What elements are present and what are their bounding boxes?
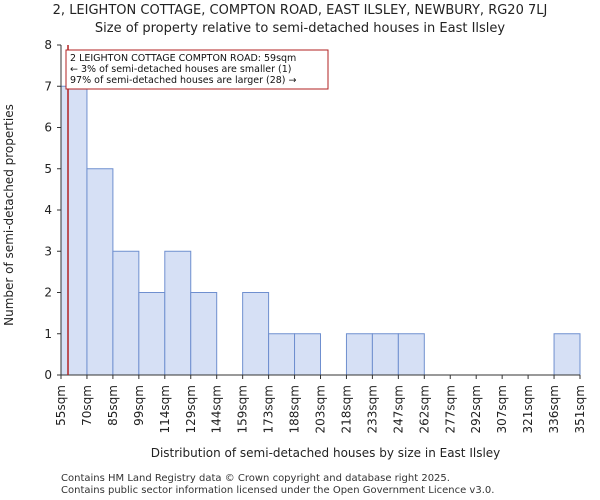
bar-99sqm (138, 292, 166, 376)
bar-55sqm (60, 85, 88, 376)
bars-group (60, 85, 581, 376)
bar-188sqm (294, 333, 321, 376)
annotation-line-2: ← 3% of semi-detached houses are smaller… (70, 64, 291, 75)
marker-group: 2 LEIGHTON COTTAGE COMPTON ROAD: 59sqm ←… (65, 45, 329, 375)
y-axis-label: Number of semi-detached properties (2, 104, 16, 326)
bar-70sqm (86, 168, 114, 376)
bar-173sqm (268, 333, 296, 376)
x-tick-label: 188sqm (288, 385, 302, 433)
annotation-box (65, 49, 329, 90)
x-tick-label: 129sqm (184, 385, 198, 433)
x-tick-label: 99sqm (132, 385, 146, 426)
x-tick-label: 114sqm (158, 385, 172, 433)
x-tick-label: 247sqm (391, 385, 405, 433)
x-tick-label: 262sqm (417, 385, 431, 433)
bar-129sqm (190, 292, 218, 376)
x-tick-label: 85sqm (106, 385, 120, 426)
y-tick-label: 2 (44, 286, 52, 300)
y-tick-label: 8 (44, 38, 52, 52)
x-tick-label: 321sqm (521, 385, 535, 433)
y-tick-label: 7 (44, 79, 52, 93)
annotation-line-1: 2 LEIGHTON COTTAGE COMPTON ROAD: 59sqm (70, 53, 296, 64)
footer-line-1: Contains HM Land Registry data © Crown c… (61, 473, 450, 484)
x-tick-label: 292sqm (469, 385, 483, 433)
x-tick-label: 55sqm (54, 385, 68, 426)
x-tick-label: 351sqm (573, 385, 587, 433)
y-tick-label: 1 (44, 327, 52, 341)
bar-85sqm (112, 250, 140, 376)
x-tick-label: 144sqm (210, 385, 224, 433)
y-tick-label: 6 (44, 121, 52, 135)
y-tick-label: 0 (44, 368, 52, 382)
x-tick-label: 336sqm (547, 385, 561, 433)
chart-subtitle: Size of property relative to semi-detach… (94, 21, 506, 36)
x-tick-label: 70sqm (80, 385, 94, 426)
bar-336sqm (553, 333, 581, 376)
x-axis-label: Distribution of semi-detached houses by … (151, 446, 501, 460)
x-tick-label: 173sqm (262, 385, 276, 433)
x-tick-label: 203sqm (314, 385, 328, 433)
bar-114sqm (164, 250, 192, 376)
x-tick-label: 159sqm (236, 385, 250, 433)
y-tick-label: 3 (44, 244, 52, 258)
chart-title: 2, LEIGHTON COTTAGE, COMPTON ROAD, EAST … (52, 3, 548, 18)
bar-159sqm (242, 292, 270, 376)
footer-line-2: Contains public sector information licen… (61, 485, 495, 496)
bar-233sqm (371, 333, 399, 376)
y-tick-label: 4 (44, 203, 52, 217)
x-tick-label: 218sqm (339, 385, 353, 433)
bar-247sqm (397, 333, 425, 376)
axes-group: 0 1 2 3 4 5 6 7 8 55sqm 70sqm 85sqm 99sqm 114sqm 129sq… (44, 38, 587, 433)
x-tick-label: 277sqm (443, 385, 457, 433)
y-tick-label: 5 (44, 162, 52, 176)
x-tick-label: 307sqm (495, 385, 509, 433)
annotation-line-3: 97% of semi-detached houses are larger (… (70, 75, 297, 86)
x-tick-label: 233sqm (365, 385, 379, 433)
bar-218sqm (345, 333, 373, 376)
